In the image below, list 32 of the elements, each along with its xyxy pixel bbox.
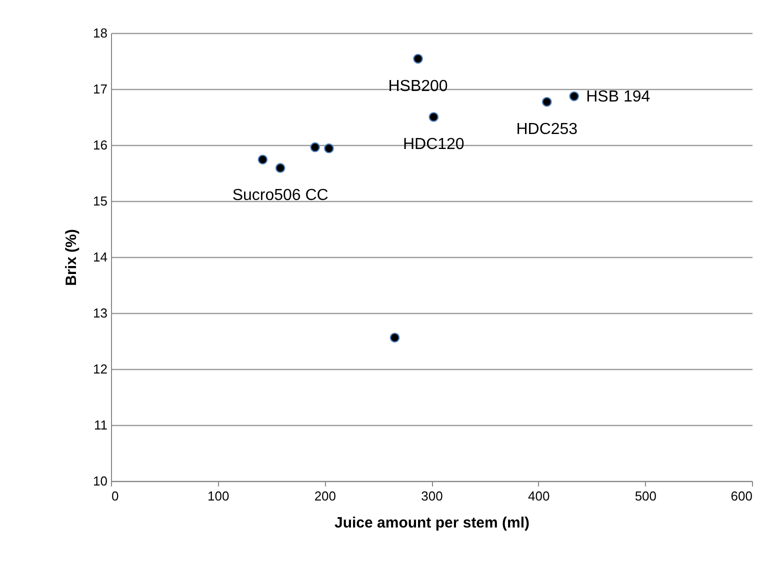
x-tick-label: 200 <box>314 488 336 504</box>
y-tick-label: 10 <box>93 474 108 488</box>
point <box>275 163 286 173</box>
y-tick-label: 18 <box>93 26 108 40</box>
annotation: Sucro506 CC <box>232 186 328 204</box>
x-tick-label: 600 <box>730 488 752 504</box>
point <box>390 332 400 343</box>
point <box>428 112 439 122</box>
point <box>413 54 423 64</box>
y-tick-label: 15 <box>93 194 108 208</box>
y-tick-label: 11 <box>94 418 108 432</box>
annotation: HSB 194 <box>586 88 650 106</box>
y-tick-label: 14 <box>93 250 108 264</box>
x-tick-label: 500 <box>634 488 657 504</box>
y-tick-label: 12 <box>93 362 108 376</box>
point <box>542 96 552 107</box>
x-tick-label: 300 <box>421 488 443 504</box>
y-tick-label: 16 <box>93 138 108 152</box>
y-tick-label: 13 <box>93 306 108 320</box>
x-axis-title: Juice amount per stem (ml) <box>334 514 530 532</box>
annotation: HDC253 <box>516 120 578 138</box>
y-tick-label: 17 <box>93 82 108 96</box>
x-tick-label: 400 <box>528 488 550 504</box>
point <box>569 91 580 102</box>
annotation: HDC120 <box>402 136 464 153</box>
point <box>324 143 334 154</box>
y-axis-title: Brix (%) <box>63 229 80 286</box>
point <box>310 142 320 152</box>
annotation: HSB200 <box>388 78 448 95</box>
x-tick-label: 0 <box>112 488 119 504</box>
point <box>258 154 268 164</box>
x-tick-label: 100 <box>207 488 230 504</box>
